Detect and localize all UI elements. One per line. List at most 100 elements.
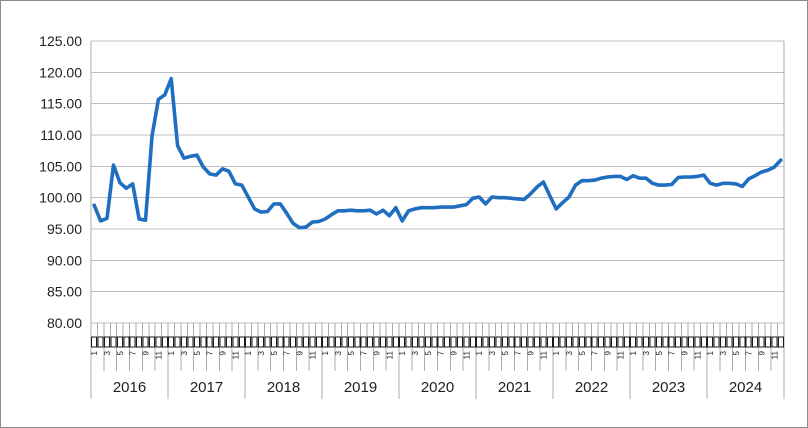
month-glyph-box xyxy=(424,336,431,348)
month-glyph-box xyxy=(296,336,303,348)
month-glyph-box xyxy=(752,336,759,348)
month-glyph-box xyxy=(598,336,605,348)
month-glyph-box xyxy=(758,336,765,348)
y-axis-label: 95.00 xyxy=(47,221,82,237)
month-glyph-box xyxy=(91,336,98,348)
y-axis-label: 125.00 xyxy=(39,33,82,49)
month-glyph-box xyxy=(739,336,746,348)
month-glyph-box xyxy=(431,336,438,348)
month-number-label: 3 xyxy=(411,350,420,355)
month-glyph-box xyxy=(463,336,470,348)
month-number-label: 9 xyxy=(142,350,151,355)
month-glyph-box xyxy=(482,336,489,348)
month-glyph-box xyxy=(277,336,284,348)
month-glyph-box xyxy=(514,336,521,348)
month-glyph-box xyxy=(136,336,143,348)
month-number-label: 7 xyxy=(591,350,600,355)
month-glyph-box xyxy=(97,336,104,348)
month-glyph-box xyxy=(636,336,643,348)
y-axis-label: 110.00 xyxy=(40,127,82,143)
month-glyph-box xyxy=(341,336,348,348)
month-glyph-box xyxy=(566,336,572,348)
month-glyph-box xyxy=(129,336,136,348)
month-glyph-box xyxy=(546,336,553,348)
month-glyph-box xyxy=(553,336,560,348)
month-glyph-box xyxy=(110,336,117,348)
month-number-label: 3 xyxy=(103,350,112,355)
y-axis-label: 115.00 xyxy=(40,96,82,112)
month-glyph-box xyxy=(187,336,194,348)
month-number-label: 5 xyxy=(501,350,510,355)
month-glyph-box xyxy=(258,336,264,348)
month-glyph-box xyxy=(386,336,393,348)
month-number-label: 11 xyxy=(693,350,702,359)
month-glyph-box xyxy=(104,336,110,348)
month-glyph-box xyxy=(373,336,380,348)
month-number-label: 9 xyxy=(758,350,767,355)
month-number-label: 3 xyxy=(642,350,651,355)
month-glyph-box xyxy=(232,336,239,348)
month-glyph-box xyxy=(168,336,175,348)
month-number-label: 11 xyxy=(539,350,548,359)
month-number-label: 7 xyxy=(206,350,215,355)
month-number-label: 11 xyxy=(616,350,625,359)
month-glyph-box xyxy=(303,336,309,348)
month-number-label: 1 xyxy=(706,350,715,355)
month-glyph-box xyxy=(457,336,463,348)
month-glyph-box xyxy=(540,336,547,348)
month-glyph-box xyxy=(713,336,720,348)
month-number-label: 1 xyxy=(90,350,99,355)
month-glyph-box xyxy=(155,336,162,348)
year-label: 2017 xyxy=(190,379,223,396)
month-glyph-box xyxy=(726,336,733,348)
month-glyph-box xyxy=(347,336,354,348)
month-number-label: 1 xyxy=(475,350,484,355)
month-glyph-box xyxy=(623,336,630,348)
month-number-label: 9 xyxy=(450,350,459,355)
month-number-label: 11 xyxy=(385,350,394,359)
month-number-label: 7 xyxy=(745,350,754,355)
month-glyph-box xyxy=(399,336,406,348)
year-label: 2023 xyxy=(652,379,685,396)
month-glyph-box xyxy=(380,336,386,348)
month-glyph-box xyxy=(392,336,399,348)
month-number-label: 3 xyxy=(180,350,189,355)
month-glyph-box xyxy=(617,336,624,348)
month-number-label: 9 xyxy=(681,350,690,355)
month-glyph-box xyxy=(591,336,598,348)
month-glyph-box xyxy=(245,336,252,348)
month-glyph-box xyxy=(534,336,540,348)
month-glyph-box xyxy=(200,336,207,348)
month-number-label: 5 xyxy=(424,350,433,355)
month-glyph-box xyxy=(508,336,515,348)
data-series-line xyxy=(92,76,783,230)
year-label: 2019 xyxy=(344,379,377,396)
month-glyph-box xyxy=(720,336,726,348)
y-axis-label: 80.00 xyxy=(47,315,82,331)
year-label: 2020 xyxy=(421,379,454,396)
month-glyph-box xyxy=(745,336,752,348)
month-number-label: 1 xyxy=(167,350,176,355)
month-number-label: 9 xyxy=(219,350,228,355)
year-label: 2022 xyxy=(575,379,608,396)
month-glyph-box xyxy=(643,336,649,348)
month-glyph-box xyxy=(662,336,669,348)
month-glyph-box xyxy=(149,336,155,348)
month-glyph-box xyxy=(405,336,412,348)
month-glyph-box xyxy=(604,336,611,348)
month-number-label: 5 xyxy=(655,350,664,355)
month-glyph-box xyxy=(585,336,592,348)
month-glyph-box xyxy=(476,336,483,348)
month-glyph-box xyxy=(489,336,495,348)
month-glyph-box xyxy=(315,336,322,348)
month-number-label: 9 xyxy=(604,350,613,355)
month-glyph-box xyxy=(688,336,694,348)
month-glyph-box xyxy=(444,336,451,348)
month-glyph-box xyxy=(681,336,688,348)
month-number-label: 11 xyxy=(231,350,240,359)
month-glyph-box xyxy=(213,336,220,348)
month-glyph-box xyxy=(777,336,784,348)
month-glyph-box xyxy=(765,336,771,348)
